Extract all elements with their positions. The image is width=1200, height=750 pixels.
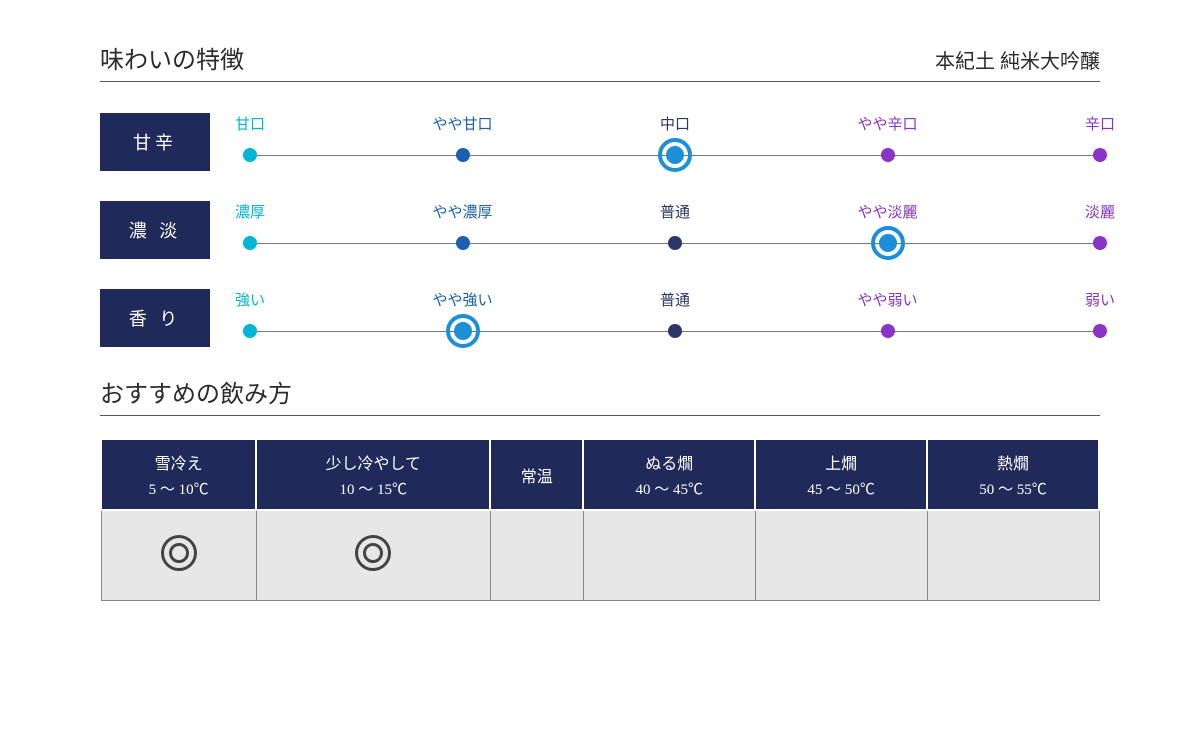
temp-name: 熱燗 [997,456,1029,473]
scale-stop-label: やや弱い [857,289,917,310]
scale-stop: 強い [235,289,265,316]
temp-body-cell [927,510,1099,600]
recommended-icon [355,535,391,571]
scale-stop-label: 普通 [660,201,690,222]
scale-stop: やや甘口 [432,113,492,140]
selected-ring-inner [666,146,684,164]
recommended-icon [161,535,197,571]
scale-stop-label: やや辛口 [857,113,917,134]
section1-title: 味わいの特徴 [100,40,244,75]
scale-stop: 弱い [1085,289,1115,316]
temp-body-cell [256,510,490,600]
scale-stop: やや濃厚 [432,201,492,228]
scale-row: 香 り強いやや強い普通やや弱い弱い [100,286,1100,350]
temp-header-row: 雪冷え 5 〜 10℃ 少し冷やして 10 〜 15℃ 常温 ぬる燗 40 〜 45℃ 上燗 4… [101,439,1099,510]
scale-stop-label: 普通 [660,289,690,310]
scale-dot [668,236,682,250]
scale-dot [881,324,895,338]
scale-stop: やや弱い [857,289,917,316]
product-name: 本紀土 純米大吟醸 [935,45,1100,74]
scale-dot [1093,148,1107,162]
scale-stop: 中口 [660,113,690,140]
selected-ring-inner [879,234,897,252]
scale-stop: 甘口 [235,113,265,140]
scale-dot [243,236,257,250]
temp-range: 5 〜 10℃ [106,478,251,499]
section1-header: 味わいの特徴 本紀土 純米大吟醸 [100,40,1100,82]
temp-name: 上燗 [825,456,857,473]
scale-stop: やや強い [432,289,492,316]
scale-stop-label: やや濃厚 [432,201,492,222]
scale-stop-label: やや強い [432,289,492,310]
scale-dot [668,324,682,338]
selected-ring-inner [454,322,472,340]
scale-row: 濃 淡濃厚やや濃厚普通やや淡麗淡麗 [100,198,1100,262]
scale-label: 濃 淡 [100,201,210,259]
temp-header-cell: 熱燗 50 〜 55℃ [927,439,1099,510]
temp-name: 少し冷やして [325,456,421,473]
scale-dot [1093,324,1107,338]
temp-body-cell [755,510,927,600]
temp-range: 40 〜 45℃ [588,478,750,499]
temp-body-cell [583,510,755,600]
scale-stop-label: やや甘口 [432,113,492,134]
scale-label: 香 り [100,289,210,347]
temp-body-row [101,510,1099,600]
scale-stop-label: やや淡麗 [857,201,917,222]
temp-body-cell [101,510,256,600]
scale-stop-label: 強い [235,289,265,310]
scale-stop-label: 中口 [660,113,690,134]
scale-dot [456,236,470,250]
scale-stop: 濃厚 [235,201,265,228]
scale-stop-label: 淡麗 [1085,201,1115,222]
scale-stop: 普通 [660,289,690,316]
scale-stop: 普通 [660,201,690,228]
scale-stop-label: 辛口 [1085,113,1115,134]
scale-stop-label: 弱い [1085,289,1115,310]
temp-name: ぬる燗 [645,456,693,473]
temp-range: 10 〜 15℃ [261,478,485,499]
temp-body-cell [490,510,583,600]
scale-label: 甘辛 [100,113,210,171]
scale-dot [456,148,470,162]
temp-range: 45 〜 50℃ [760,478,922,499]
temp-header-cell: ぬる燗 40 〜 45℃ [583,439,755,510]
temp-header-cell: 常温 [490,439,583,510]
temp-header-cell: 少し冷やして 10 〜 15℃ [256,439,490,510]
serving-temp-table: 雪冷え 5 〜 10℃ 少し冷やして 10 〜 15℃ 常温 ぬる燗 40 〜 45℃ 上燗 4… [100,438,1100,601]
scale-row: 甘辛甘口やや甘口中口やや辛口辛口 [100,110,1100,174]
scale-dot [1093,236,1107,250]
scale-track: 甘口やや甘口中口やや辛口辛口 [250,113,1100,171]
taste-scales: 甘辛甘口やや甘口中口やや辛口辛口濃 淡濃厚やや濃厚普通やや淡麗淡麗香 り強いやや… [100,110,1100,350]
scale-stop: 辛口 [1085,113,1115,140]
scale-track: 濃厚やや濃厚普通やや淡麗淡麗 [250,201,1100,259]
temp-name: 雪冷え [155,456,203,473]
scale-dot [881,148,895,162]
temp-header-cell: 雪冷え 5 〜 10℃ [101,439,256,510]
scale-dot [243,148,257,162]
scale-stop-label: 甘口 [235,113,265,134]
temp-header-cell: 上燗 45 〜 50℃ [755,439,927,510]
scale-stop: やや辛口 [857,113,917,140]
temp-range: 50 〜 55℃ [932,478,1094,499]
scale-dot [243,324,257,338]
scale-stop-label: 濃厚 [235,201,265,222]
scale-stop: 淡麗 [1085,201,1115,228]
temp-name: 常温 [521,469,553,486]
section2-title: おすすめの飲み方 [100,374,1100,416]
scale-track: 強いやや強い普通やや弱い弱い [250,289,1100,347]
scale-stop: やや淡麗 [857,201,917,228]
